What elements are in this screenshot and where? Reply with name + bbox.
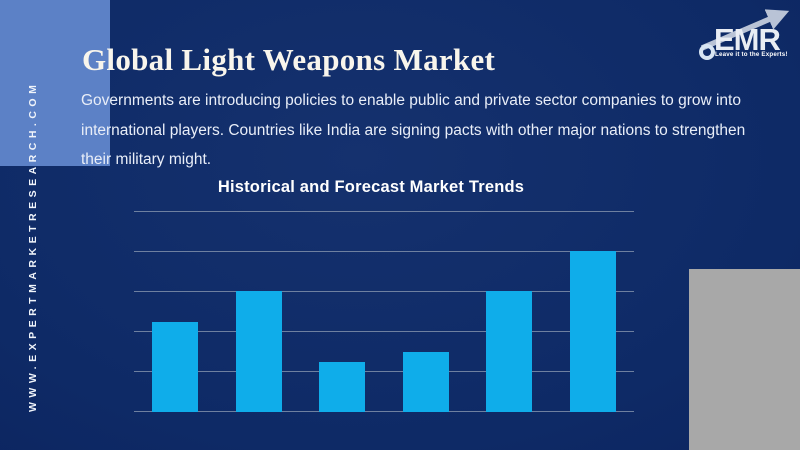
- description-paragraph: Governments are introducing policies to …: [81, 86, 761, 175]
- logo-tagline: Leave it to the Experts!: [715, 50, 788, 58]
- logo-ring-icon: [699, 44, 715, 60]
- description-line-3: their military might.: [81, 151, 212, 168]
- gridline: [134, 331, 634, 332]
- bar-item-6: [570, 251, 616, 412]
- description-line-2: international players. Countries like In…: [81, 121, 746, 139]
- chart-plot-area: [134, 211, 634, 412]
- gridline: [134, 371, 634, 372]
- gridline: [134, 411, 634, 412]
- bar-item-2: [236, 291, 282, 412]
- emr-logo: EMR Leave it to the Experts!: [680, 5, 800, 65]
- bar-item-1: [152, 322, 198, 412]
- gray-rectangle: [689, 269, 800, 450]
- gridline: [134, 211, 634, 212]
- page-title: Global Light Weapons Market: [82, 42, 496, 77]
- logo-wordmark: EMR: [714, 22, 781, 57]
- gridline: [134, 291, 634, 292]
- bar-item-4: [403, 352, 449, 412]
- bar-item-3: [319, 362, 365, 412]
- accent-rectangle: [0, 0, 110, 166]
- gridline: [134, 251, 634, 252]
- description-line-1: Governments are introducing policies to …: [81, 92, 741, 109]
- chart-title: Historical and Forecast Market Trends: [217, 178, 525, 196]
- website-vertical-text: WWW.EXPERTMARKETRESEARCH.COM: [27, 80, 39, 412]
- bar-item-5: [486, 291, 532, 412]
- growth-arrow-icon: [700, 9, 790, 51]
